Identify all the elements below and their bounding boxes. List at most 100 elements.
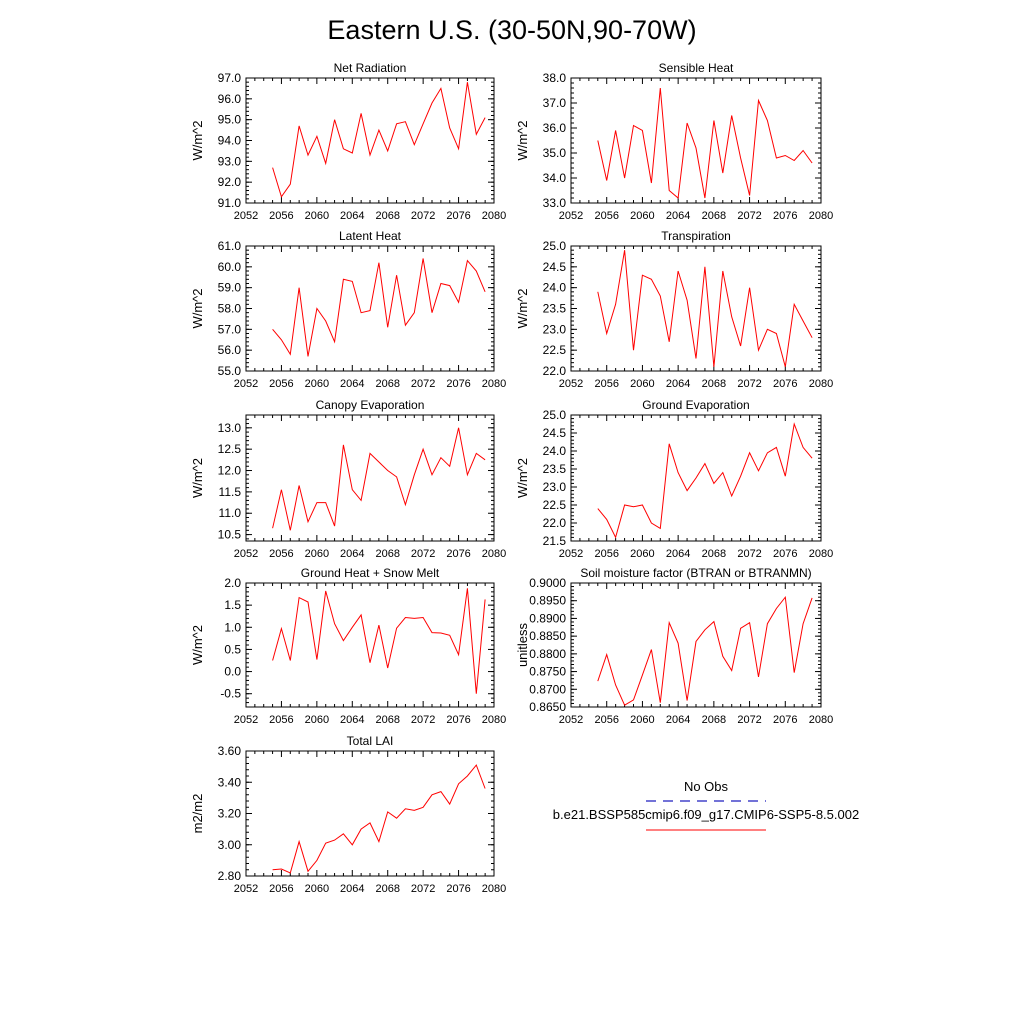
x-tick-label: 2080 [809, 548, 833, 560]
y-tick-label: 97.0 [218, 71, 242, 85]
x-tick-label: 2052 [234, 210, 258, 222]
series-line [597, 250, 813, 367]
y-tick-label: 92.0 [218, 175, 242, 189]
x-tick-label: 2060 [305, 714, 329, 726]
y-tick-label: 55.0 [218, 364, 242, 378]
x-tick-label: 2060 [630, 548, 654, 560]
x-tick-label: 2052 [559, 548, 583, 560]
y-tick-label: 3.60 [218, 744, 242, 758]
y-axis-label: W/m^2 [515, 288, 530, 328]
y-axis-label: W/m^2 [515, 120, 530, 160]
x-tick-label: 2060 [305, 548, 329, 560]
y-tick-label: 25.0 [543, 239, 567, 253]
x-tick-label: 2080 [482, 378, 506, 390]
x-tick-label: 2052 [559, 714, 583, 726]
x-tick-label: 2060 [630, 210, 654, 222]
y-tick-label: 57.0 [218, 322, 242, 336]
x-tick-label: 2064 [666, 714, 690, 726]
x-tick-label: 2064 [340, 548, 364, 560]
x-tick-label: 2072 [411, 548, 435, 560]
x-tick-label: 2080 [809, 210, 833, 222]
y-tick-label: 22.5 [543, 343, 567, 357]
figure-title: Eastern U.S. (30-50N,90-70W) [327, 15, 697, 45]
y-tick-label: 24.0 [543, 281, 567, 295]
x-tick-label: 2060 [630, 714, 654, 726]
y-axis-label: m2/m2 [190, 794, 205, 834]
y-tick-label: 0.5 [224, 642, 241, 656]
x-tick-label: 2076 [446, 210, 470, 222]
y-tick-label: 0.8750 [529, 665, 566, 679]
x-tick-label: 2076 [773, 378, 797, 390]
y-tick-label: 38.0 [543, 71, 567, 85]
y-tick-label: 0.8650 [529, 700, 566, 714]
legend-label-ssp585: b.e21.BSSP585cmip6.f09_g17.CMIP6-SSP5-8.… [552, 807, 860, 822]
panel-title: Transpiration [661, 229, 731, 243]
y-tick-label: 23.0 [543, 322, 567, 336]
x-tick-label: 2064 [666, 378, 690, 390]
plot-frame [245, 582, 495, 708]
y-tick-label: -0.5 [220, 687, 241, 701]
x-tick-label: 2072 [411, 210, 435, 222]
y-tick-label: 13.0 [218, 421, 242, 435]
y-tick-label: 11.0 [219, 506, 242, 520]
y-tick-label: 0.8900 [529, 611, 566, 625]
y-tick-label: 59.0 [218, 281, 242, 295]
x-tick-label: 2064 [340, 378, 364, 390]
x-tick-label: 2080 [809, 714, 833, 726]
y-tick-label: 0.0 [224, 665, 241, 679]
y-tick-label: 23.0 [543, 480, 567, 494]
series-line [272, 588, 486, 694]
plot-frame [570, 77, 822, 204]
y-tick-label: 12.5 [218, 442, 242, 456]
y-tick-label: 24.0 [543, 444, 567, 458]
x-tick-label: 2072 [737, 714, 761, 726]
y-tick-label: 35.0 [543, 146, 567, 160]
y-tick-label: 0.8700 [529, 682, 566, 696]
y-tick-label: 91.0 [218, 196, 242, 210]
y-tick-label: 1.0 [224, 620, 241, 634]
x-tick-label: 2064 [666, 548, 690, 560]
y-tick-label: 22.0 [543, 364, 567, 378]
y-tick-label: 95.0 [218, 113, 242, 127]
x-tick-label: 2052 [234, 883, 258, 895]
y-tick-label: 0.8850 [529, 629, 566, 643]
x-tick-label: 2076 [773, 548, 797, 560]
y-tick-label: 24.5 [543, 426, 567, 440]
plot-frame [570, 582, 822, 708]
panel-title: Latent Heat [339, 229, 402, 243]
plot-frame [570, 245, 822, 372]
panel-title: Ground Heat + Snow Melt [301, 566, 440, 580]
panel-title: Canopy Evaporation [316, 398, 425, 412]
y-tick-label: 37.0 [543, 96, 567, 110]
x-tick-label: 2056 [269, 210, 293, 222]
x-tick-label: 2080 [482, 714, 506, 726]
x-tick-label: 2072 [737, 378, 761, 390]
x-tick-label: 2068 [375, 548, 399, 560]
y-tick-label: 3.00 [218, 838, 242, 852]
x-tick-label: 2056 [594, 378, 618, 390]
y-tick-label: 2.80 [218, 869, 242, 883]
x-tick-label: 2056 [594, 714, 618, 726]
y-tick-label: 3.40 [218, 775, 242, 789]
y-tick-label: 36.0 [543, 121, 567, 135]
y-tick-label: 22.0 [543, 516, 567, 530]
series-line [272, 82, 486, 198]
x-tick-label: 2076 [446, 378, 470, 390]
x-tick-label: 2080 [482, 210, 506, 222]
y-axis-label: unitless [515, 622, 530, 667]
x-tick-label: 2052 [234, 714, 258, 726]
y-tick-label: 22.5 [543, 498, 567, 512]
x-tick-label: 2056 [594, 548, 618, 560]
y-tick-label: 12.0 [218, 464, 242, 478]
series-line [272, 427, 486, 531]
x-tick-label: 2080 [809, 378, 833, 390]
x-tick-label: 2064 [340, 714, 364, 726]
x-tick-label: 2068 [375, 210, 399, 222]
x-tick-label: 2052 [234, 548, 258, 560]
x-tick-label: 2076 [446, 548, 470, 560]
series-line [597, 595, 813, 706]
x-tick-label: 2068 [702, 378, 726, 390]
x-tick-label: 2080 [482, 883, 506, 895]
y-tick-label: 21.5 [543, 534, 567, 548]
